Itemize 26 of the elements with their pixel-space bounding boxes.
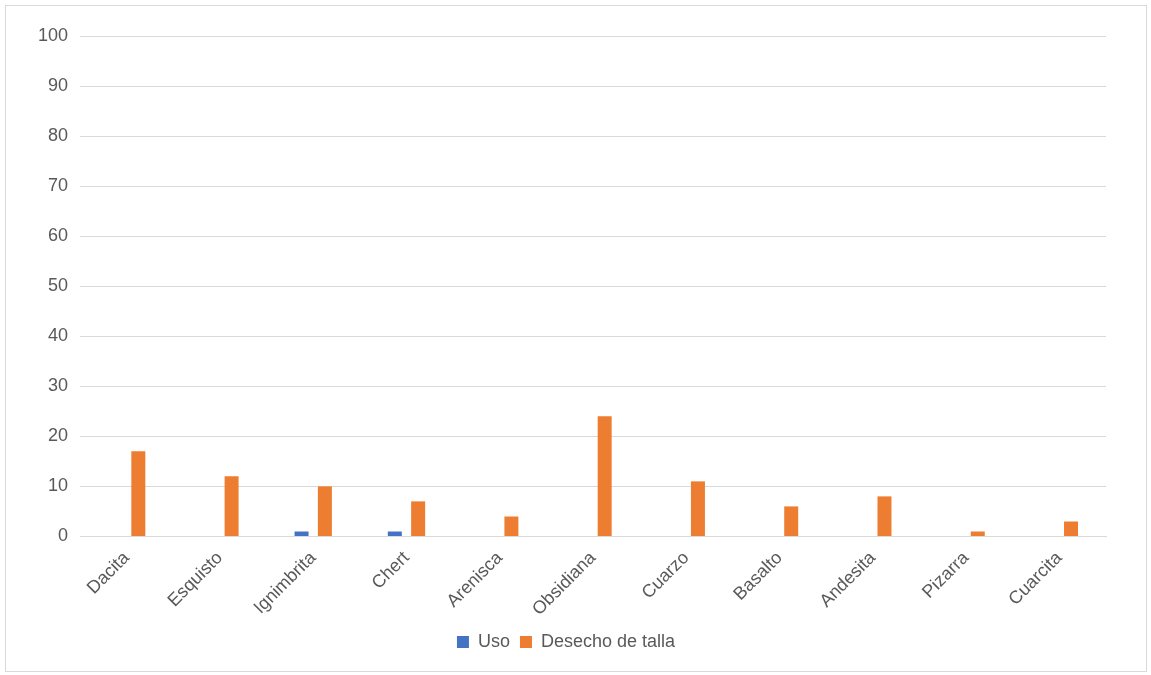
bar xyxy=(877,496,892,536)
bar xyxy=(784,506,799,536)
bar xyxy=(294,531,309,536)
bar xyxy=(690,481,705,536)
legend-label: Uso xyxy=(477,630,510,651)
bar xyxy=(387,531,402,536)
y-tick-label: 70 xyxy=(48,175,69,196)
legend-label: Desecho de talla xyxy=(540,630,677,651)
bar xyxy=(411,501,426,536)
y-tick-label: 10 xyxy=(48,475,69,496)
y-tick-label: 90 xyxy=(48,75,69,96)
bar xyxy=(970,531,985,536)
bar xyxy=(504,516,519,536)
y-tick-label: 0 xyxy=(58,525,69,546)
y-tick-label: 50 xyxy=(48,275,69,296)
bar xyxy=(317,486,332,536)
y-tick-label: 100 xyxy=(37,24,69,45)
y-tick-label: 30 xyxy=(48,375,69,396)
bar xyxy=(1064,521,1079,536)
y-tick-label: 60 xyxy=(48,225,69,246)
bar xyxy=(597,416,612,536)
bar xyxy=(131,451,146,536)
y-tick-label: 80 xyxy=(48,125,69,146)
y-tick-label: 20 xyxy=(48,425,69,446)
y-tick-label: 40 xyxy=(48,325,69,346)
bar xyxy=(224,476,239,536)
